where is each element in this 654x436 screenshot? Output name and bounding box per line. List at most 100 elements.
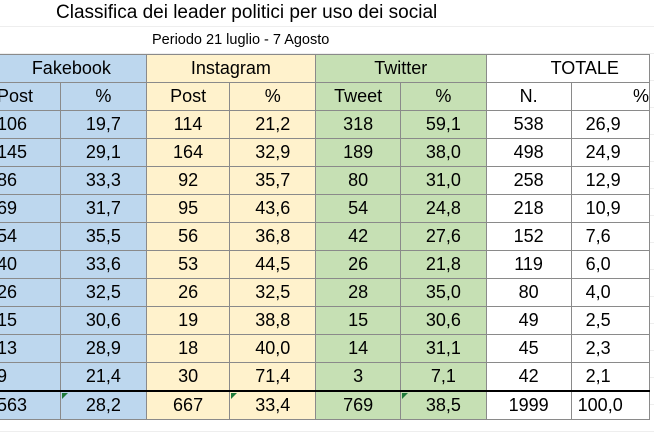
cell-fb-pct: 35,5 [60, 222, 147, 251]
cell-fb-post: 106 [0, 110, 62, 139]
cell-tw-tweet: 14 [314, 334, 402, 363]
col-header-ig-pct: % [229, 82, 316, 111]
cell-tot-pct: 6,0 [570, 250, 651, 279]
cell-tot-pct: 2,1 [570, 362, 651, 392]
cell-tot-n: 218 [485, 194, 572, 223]
cell-tot-n: 49 [485, 306, 572, 335]
cell-ig-post: 164 [145, 138, 231, 167]
col-header-fb-pct: % [60, 82, 147, 111]
cell-fb-post: 86 [0, 166, 62, 195]
cell-fb-pct: 31,7 [60, 194, 147, 223]
col-header-ig-post: Post [145, 82, 231, 111]
cell-fb-post: 54 [0, 222, 62, 251]
group-header-twitter: Twitter [315, 54, 487, 83]
cell-fb-pct: 28,9 [60, 334, 147, 363]
cell-ig-pct: 71,4 [229, 362, 316, 392]
cell-ig-pct: 21,2 [229, 110, 316, 139]
cell-fb-post: 9 [0, 362, 62, 392]
cell-tw-pct: 35,0 [400, 278, 487, 307]
totals-row: 563 28,2 667 33,4 769 38,5 1999 100,0 [0, 390, 651, 420]
cell-tot-n: 152 [485, 222, 572, 251]
total-ig-post: 667 [145, 390, 231, 420]
cell-tw-tweet: 42 [314, 222, 402, 251]
cell-tw-pct: 31,1 [400, 334, 487, 363]
group-header-instagram: Instagram [145, 54, 317, 83]
cell-tw-pct: 21,8 [400, 250, 487, 279]
cell-ig-pct: 35,7 [229, 166, 316, 195]
cell-tot-pct: 2,5 [570, 306, 651, 335]
cell-tot-pct: 24,9 [570, 138, 651, 167]
cell-ig-pct: 43,6 [229, 194, 316, 223]
cell-fb-pct: 33,6 [60, 250, 147, 279]
group-header-facebook: Fakebook [0, 54, 147, 83]
cell-ig-post: 95 [145, 194, 231, 223]
cell-ig-pct: 32,5 [229, 278, 316, 307]
cell-fb-pct: 33,3 [60, 166, 147, 195]
cell-tw-tweet: 28 [314, 278, 402, 307]
cell-ig-post: 30 [145, 362, 231, 392]
cell-ig-pct: 32,9 [229, 138, 316, 167]
cell-ig-post: 92 [145, 166, 231, 195]
cell-ig-post: 53 [145, 250, 231, 279]
cell-fb-post: 40 [0, 250, 62, 279]
cell-ig-post: 56 [145, 222, 231, 251]
cell-fb-pct: 21,4 [60, 362, 147, 392]
cell-ig-post: 18 [145, 334, 231, 363]
sub-header-row: Post % Post % Tweet % N. % [0, 82, 651, 111]
table-row: 106 19,7 114 21,2 318 59,1 538 26,9 [0, 110, 651, 139]
cell-ig-post: 114 [145, 110, 231, 139]
cell-tw-pct: 59,1 [400, 110, 487, 139]
cell-tw-tweet: 3 [314, 362, 402, 392]
group-header-totale: TOTALE [485, 54, 651, 83]
cell-tot-pct: 2,3 [570, 334, 651, 363]
cell-ig-post: 19 [145, 306, 231, 335]
cell-ig-pct: 36,8 [229, 222, 316, 251]
page-title: Classifica dei leader politici per uso d… [56, 2, 438, 23]
col-header-tw-tweet: Tweet [314, 82, 402, 111]
cell-fb-post: 13 [0, 334, 62, 363]
cell-tw-tweet: 189 [314, 138, 402, 167]
cell-ig-pct: 44,5 [229, 250, 316, 279]
cell-tw-pct: 30,6 [400, 306, 487, 335]
total-tw-tweet: 769 [314, 390, 402, 420]
cell-tot-pct: 26,9 [570, 110, 651, 139]
cell-tw-pct: 27,6 [400, 222, 487, 251]
cell-fb-pct: 32,5 [60, 278, 147, 307]
cell-tw-pct: 24,8 [400, 194, 487, 223]
cell-tot-pct: 7,6 [570, 222, 651, 251]
cell-tot-n: 45 [485, 334, 572, 363]
social-usage-table: Fakebook Instagram Twitter TOTALE Post %… [0, 54, 651, 420]
cell-tot-n: 80 [485, 278, 572, 307]
cell-tot-pct: 12,9 [570, 166, 651, 195]
cell-ig-pct: 38,8 [229, 306, 316, 335]
cell-tw-tweet: 80 [314, 166, 402, 195]
total-ig-pct: 33,4 [229, 390, 316, 420]
total-tw-pct: 38,5 [400, 390, 487, 420]
total-tot-pct: 100,0 [570, 390, 651, 420]
cell-fb-post: 145 [0, 138, 62, 167]
cell-tot-n: 119 [485, 250, 572, 279]
cell-fb-pct: 19,7 [60, 110, 147, 139]
cell-tot-n: 42 [485, 362, 572, 392]
period-subtitle: Periodo 21 luglio - 7 Agosto [152, 32, 330, 48]
cell-tw-tweet: 318 [314, 110, 402, 139]
cell-tot-pct: 4,0 [570, 278, 651, 307]
cell-ig-post: 26 [145, 278, 231, 307]
cell-tw-tweet: 26 [314, 250, 402, 279]
table-row: 145 29,1 164 32,9 189 38,0 498 24,9 [0, 138, 651, 167]
col-header-tot-pct: % [570, 82, 651, 111]
cell-tot-n: 498 [485, 138, 572, 167]
total-fb-pct: 28,2 [60, 390, 147, 420]
cell-tw-tweet: 15 [314, 306, 402, 335]
total-fb-post: 563 [0, 390, 62, 420]
total-tot-n: 1999 [485, 390, 572, 420]
cell-tw-pct: 31,0 [400, 166, 487, 195]
